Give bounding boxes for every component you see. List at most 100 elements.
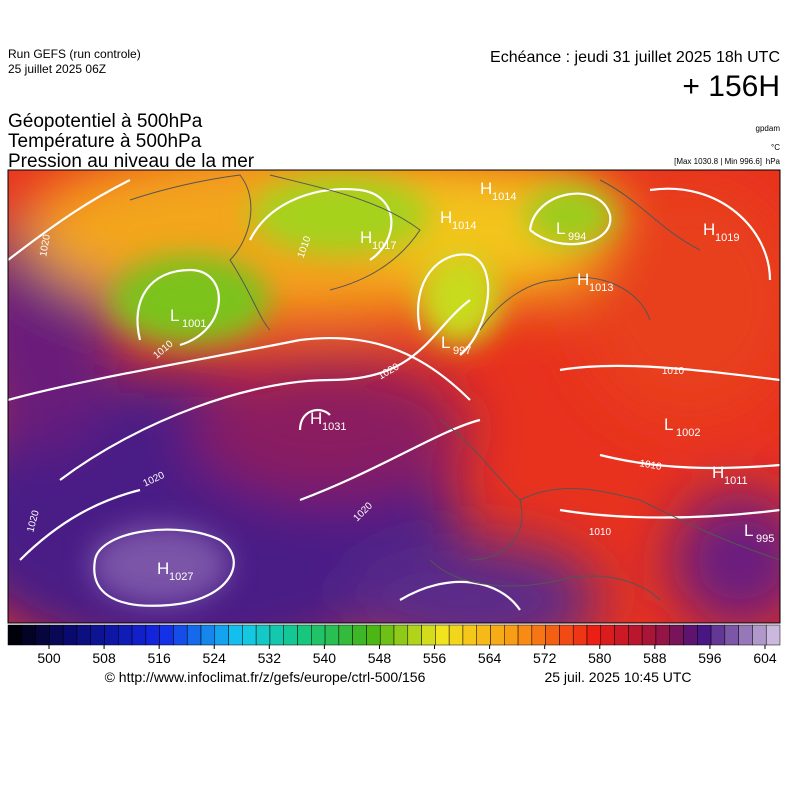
colorbar-tick-label: 572 bbox=[533, 650, 557, 666]
isobar-label: 1010 bbox=[589, 527, 612, 538]
colorbar-swatch bbox=[476, 624, 491, 646]
colorbar-swatch bbox=[311, 624, 326, 646]
center-value: 1014 bbox=[492, 191, 516, 203]
colorbar-swatch bbox=[614, 624, 629, 646]
colorbar-tick-label: 588 bbox=[643, 650, 667, 666]
unit-label: hPa bbox=[766, 157, 781, 166]
unit-label: gpdam bbox=[756, 124, 781, 133]
colorbar-swatch bbox=[104, 624, 119, 646]
colorbar-swatch bbox=[283, 624, 298, 646]
center-type: L bbox=[556, 219, 565, 238]
center-value: 1011 bbox=[724, 475, 748, 487]
colorbar-swatch bbox=[21, 624, 36, 646]
colorbar-swatch bbox=[242, 624, 257, 646]
coastlines bbox=[129, 174, 780, 601]
center-type: H bbox=[712, 463, 724, 482]
colorbar-tick-label: 564 bbox=[478, 650, 502, 666]
colorbar-swatch bbox=[366, 624, 381, 646]
center-type: L bbox=[170, 306, 179, 325]
colorbar-swatch bbox=[7, 624, 23, 646]
colorbar-swatch bbox=[572, 624, 588, 646]
center-value: 997 bbox=[453, 345, 471, 357]
center-type: L bbox=[744, 521, 753, 540]
isobar-label: 1010 bbox=[662, 366, 685, 377]
run-label: Run GEFS (run controle) bbox=[8, 47, 141, 61]
colorbar-swatch bbox=[186, 624, 202, 646]
center-type: H bbox=[310, 409, 322, 428]
colorbar-swatch bbox=[269, 624, 284, 646]
center-type: H bbox=[440, 208, 452, 227]
center-type: L bbox=[441, 333, 450, 352]
colorbar-swatch bbox=[90, 624, 105, 646]
colorbar-swatch bbox=[297, 624, 312, 646]
center-value: 1031 bbox=[322, 421, 346, 433]
colorbar-swatch bbox=[683, 624, 698, 646]
center-value: 1001 bbox=[182, 318, 206, 330]
colorbar-tick-label: 500 bbox=[37, 650, 61, 666]
center-type: H bbox=[703, 220, 715, 239]
colorbar-swatch bbox=[338, 624, 353, 646]
run-date: 25 juillet 2025 06Z bbox=[8, 62, 106, 76]
center-value: 1017 bbox=[372, 240, 396, 252]
isobar-label: 1020 bbox=[38, 233, 53, 257]
isobars bbox=[8, 179, 780, 611]
colorbar-swatch bbox=[462, 624, 477, 646]
colorbar-swatch bbox=[559, 624, 574, 646]
valid-time: Echéance : jeudi 31 juillet 2025 18h UTC bbox=[490, 49, 780, 66]
center-value: 1027 bbox=[169, 571, 193, 583]
generated-time: 25 juil. 2025 10:45 UTC bbox=[544, 669, 691, 685]
colorbar-swatch bbox=[200, 624, 216, 646]
field-label: Pression au niveau de la mer bbox=[8, 151, 255, 172]
colorbar-swatch bbox=[228, 624, 243, 646]
colorbar-swatch bbox=[214, 624, 229, 646]
center-value: 1019 bbox=[715, 232, 739, 244]
unit-label: °C bbox=[771, 143, 780, 152]
field-label: Géopotentiel à 500hPa bbox=[8, 111, 203, 132]
center-value: 1013 bbox=[589, 282, 613, 294]
colorbar-tick-label: 580 bbox=[588, 650, 612, 666]
colorbar-swatch bbox=[490, 624, 505, 646]
colorbar-tick-label: 532 bbox=[258, 650, 282, 666]
colorbar-tick-label: 596 bbox=[698, 650, 722, 666]
colorbar-tick-label: 556 bbox=[423, 650, 447, 666]
isobar-label: 1010 bbox=[639, 458, 663, 473]
colorbar: 500 508 516 524 532 540 548 556 564 572 580 588 596 6… bbox=[7, 624, 781, 666]
colorbar-swatch bbox=[379, 624, 395, 646]
colorbar-swatch bbox=[407, 624, 422, 646]
pressure-range: [Max 1030.8 | Min 996.6] bbox=[674, 157, 762, 166]
colorbar-swatch bbox=[697, 624, 712, 646]
field-label: Température à 500hPa bbox=[8, 131, 202, 152]
center-type: L bbox=[664, 415, 673, 434]
colorbar-swatch bbox=[504, 624, 519, 646]
map-frame bbox=[7, 169, 781, 624]
colorbar-swatch bbox=[448, 624, 464, 646]
colorbar-tick-label: 540 bbox=[313, 650, 337, 666]
center-value: 995 bbox=[756, 533, 774, 545]
colorbar-swatch bbox=[765, 624, 781, 646]
colorbar-tick-label: 516 bbox=[147, 650, 171, 666]
colorbar-swatch bbox=[76, 624, 91, 646]
colorbar-swatch bbox=[655, 624, 670, 646]
colorbar-swatch bbox=[641, 624, 657, 646]
colorbar-swatch bbox=[255, 624, 271, 646]
colorbar-swatch bbox=[435, 624, 450, 646]
colorbar-swatch bbox=[35, 624, 50, 646]
center-type: H bbox=[360, 228, 372, 247]
center-type: H bbox=[157, 559, 169, 578]
colorbar-swatch bbox=[669, 624, 684, 646]
colorbar-swatch bbox=[600, 624, 615, 646]
colorbar-tick-label: 524 bbox=[203, 650, 227, 666]
center-type: H bbox=[480, 179, 492, 198]
center-type: H bbox=[577, 270, 589, 289]
colorbar-swatch bbox=[724, 624, 739, 646]
center-value: 1014 bbox=[452, 220, 476, 232]
colorbar-swatch bbox=[752, 624, 767, 646]
colorbar-swatch bbox=[421, 624, 436, 646]
colorbar-swatch bbox=[131, 624, 147, 646]
colorbar-swatch bbox=[118, 624, 133, 646]
colorbar-swatch bbox=[517, 624, 533, 646]
colorbar-swatch bbox=[62, 624, 78, 646]
colorbar-swatch bbox=[352, 624, 367, 646]
colorbar-tick-label: 508 bbox=[92, 650, 116, 666]
colorbar-tick-label: 548 bbox=[368, 650, 392, 666]
